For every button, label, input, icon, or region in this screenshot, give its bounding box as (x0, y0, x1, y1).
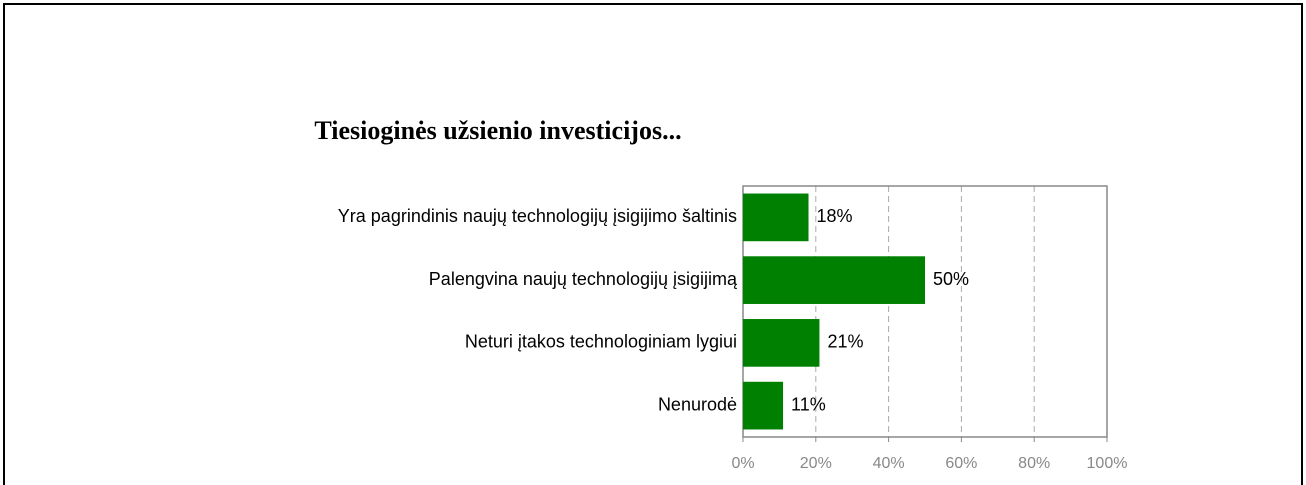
chart-title: Tiesioginės užsienio investicijos... (314, 116, 681, 145)
y-tick-label: Neturi įtakos technologiniam lygiui (465, 332, 737, 352)
bar (743, 381, 784, 430)
data-label: 50% (933, 269, 969, 289)
x-tick-label: 60% (945, 455, 977, 472)
x-tick-label: 20% (800, 455, 832, 472)
bar (743, 319, 820, 367)
bar (743, 193, 809, 242)
data-label: 21% (827, 332, 863, 352)
x-tick-label: 100% (1087, 455, 1128, 472)
data-label: 18% (817, 206, 853, 226)
y-tick-label: Yra pagrindinis naujų technologijų įsigi… (338, 206, 737, 226)
y-tick-label: Palengvina naujų technologijų įsigijimą (429, 269, 738, 289)
x-tick-label: 0% (731, 455, 754, 472)
x-tick-label: 80% (1018, 455, 1050, 472)
data-label: 11% (791, 394, 826, 414)
bar (743, 256, 925, 304)
y-tick-label: Nenurodė (658, 394, 737, 414)
frame (3, 3, 1303, 485)
x-tick-label: 40% (873, 455, 905, 472)
plot-area (742, 185, 1108, 438)
